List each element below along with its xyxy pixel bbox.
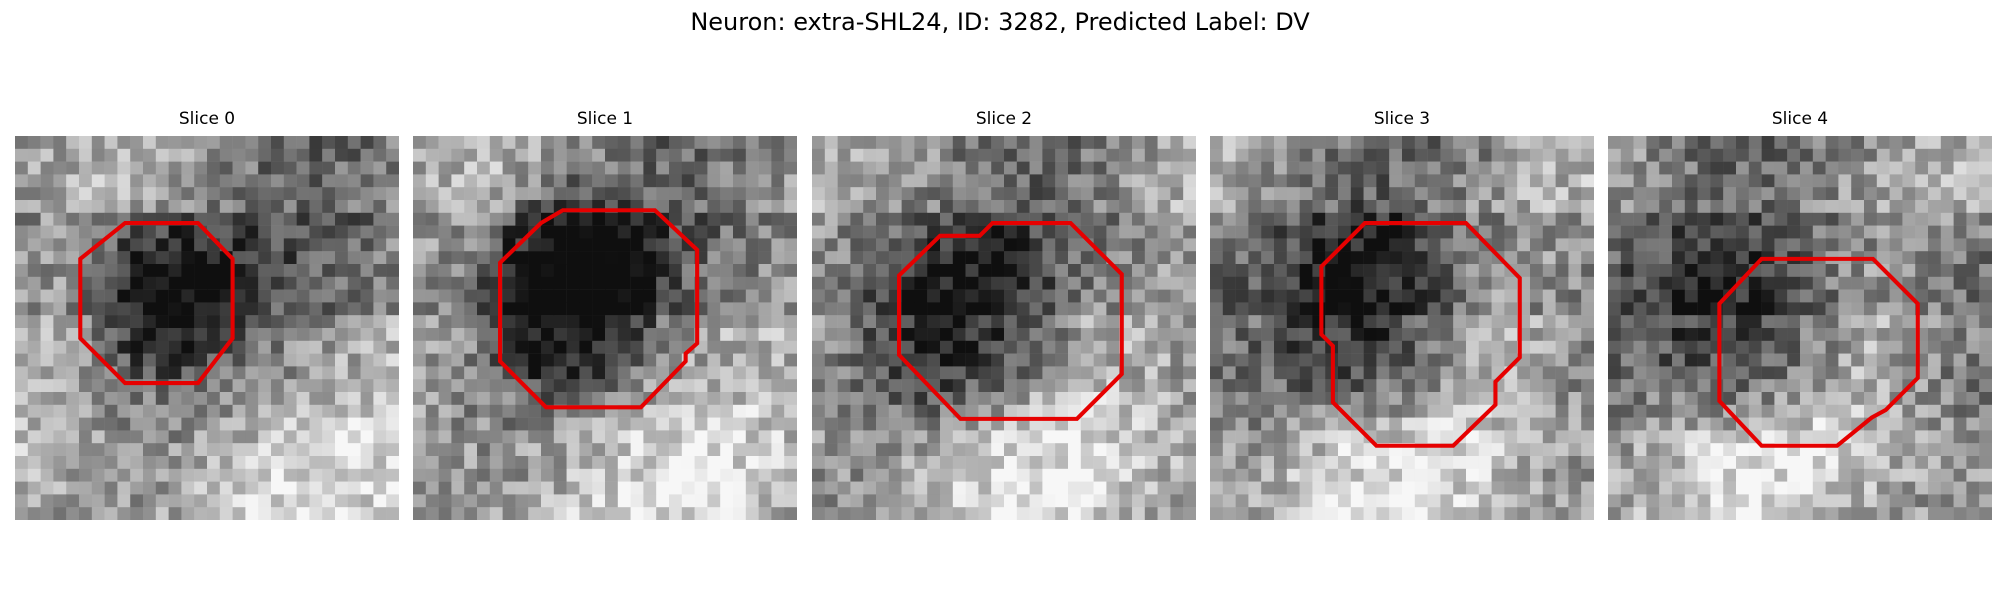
slice-pixels-4 xyxy=(1608,136,1992,520)
figure-title: Neuron: extra-SHL24, ID: 3282, Predicted… xyxy=(0,6,2000,38)
slice-pixels-0 xyxy=(15,136,399,520)
slice-panel-3: Slice 3 xyxy=(1210,108,1594,520)
slice-panel-0: Slice 0 xyxy=(15,108,399,520)
slice-title-1: Slice 1 xyxy=(413,108,797,130)
slice-image-2 xyxy=(812,136,1196,520)
slice-panel-4: Slice 4 xyxy=(1608,108,1992,520)
slice-pixels-1 xyxy=(413,136,797,520)
slice-image-3 xyxy=(1210,136,1594,520)
slice-title-2: Slice 2 xyxy=(812,108,1196,130)
slice-image-1 xyxy=(413,136,797,520)
slice-panel-1: Slice 1 xyxy=(413,108,797,520)
slice-title-3: Slice 3 xyxy=(1210,108,1594,130)
slice-title-0: Slice 0 xyxy=(15,108,399,130)
slice-pixels-2 xyxy=(812,136,1196,520)
slice-image-4 xyxy=(1608,136,1992,520)
slice-panel-2: Slice 2 xyxy=(812,108,1196,520)
slice-image-0 xyxy=(15,136,399,520)
slice-title-4: Slice 4 xyxy=(1608,108,1992,130)
slice-pixels-3 xyxy=(1210,136,1594,520)
